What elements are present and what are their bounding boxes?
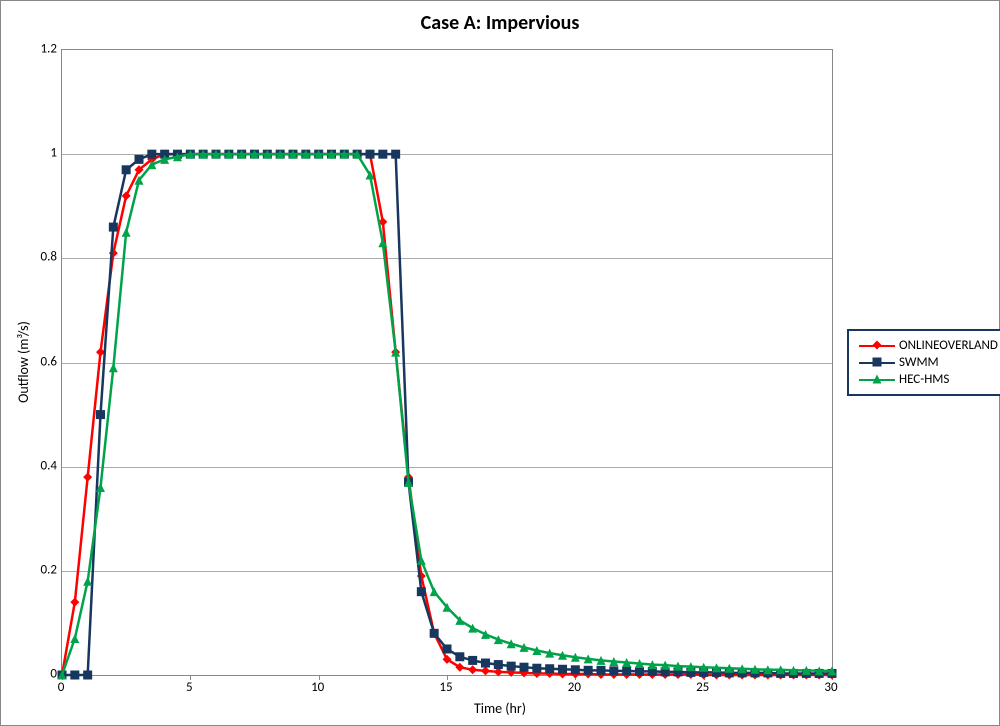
legend-item: SWMM [859,354,998,371]
chart-container: Case A: Impervious Outflow (m³/s) Time (… [0,0,1000,726]
legend-item: HEC-HMS [859,371,998,388]
ytick-label: 0.4 [31,458,57,473]
legend: ONLINEOVERLAND SWMM HEC-HMS [847,329,1000,396]
ytick-label: 0.6 [31,354,57,369]
legend-glyph [859,356,895,370]
plot-area [61,49,833,676]
xtick-label: 10 [311,680,324,695]
legend-label: ONLINEOVERLAND [899,338,998,353]
xtick-label: 20 [568,680,581,695]
xtick-label: 15 [439,680,452,695]
ytick-label: 1 [31,146,57,161]
ytick-label: 0 [31,667,57,682]
series-hec-hms [62,50,832,675]
legend-label: SWMM [899,355,939,370]
legend-label: HEC-HMS [899,372,949,387]
xtick-label: 30 [824,680,837,695]
x-axis-label: Time (hr) [1,700,999,717]
ytick-label: 0.8 [31,250,57,265]
xtick-label: 5 [186,680,193,695]
y-axis-label: Outflow (m³/s) [15,321,32,403]
ytick-label: 0.2 [31,562,57,577]
legend-glyph [859,339,895,353]
chart-title: Case A: Impervious [1,11,999,35]
ytick-label: 1.2 [31,42,57,57]
xtick-label: 25 [696,680,709,695]
legend-item: ONLINEOVERLAND [859,337,998,354]
legend-glyph [859,373,895,387]
xtick-label: 0 [58,680,65,695]
